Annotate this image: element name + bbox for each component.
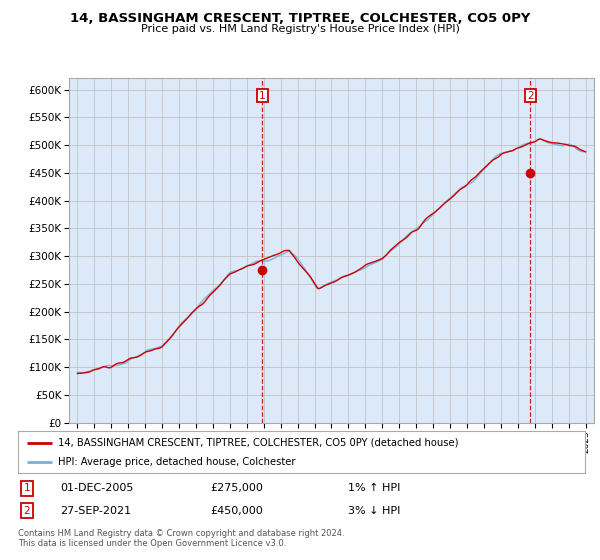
Text: 2: 2 bbox=[527, 91, 534, 101]
Text: 1% ↑ HPI: 1% ↑ HPI bbox=[348, 483, 400, 493]
Text: Contains HM Land Registry data © Crown copyright and database right 2024.
This d: Contains HM Land Registry data © Crown c… bbox=[18, 529, 344, 548]
Text: £275,000: £275,000 bbox=[210, 483, 263, 493]
Text: 01-DEC-2005: 01-DEC-2005 bbox=[60, 483, 133, 493]
Text: 14, BASSINGHAM CRESCENT, TIPTREE, COLCHESTER, CO5 0PY: 14, BASSINGHAM CRESCENT, TIPTREE, COLCHE… bbox=[70, 12, 530, 25]
Text: 1: 1 bbox=[259, 91, 266, 101]
Text: 14, BASSINGHAM CRESCENT, TIPTREE, COLCHESTER, CO5 0PY (detached house): 14, BASSINGHAM CRESCENT, TIPTREE, COLCHE… bbox=[58, 437, 458, 447]
Text: 27-SEP-2021: 27-SEP-2021 bbox=[60, 506, 131, 516]
Text: 2: 2 bbox=[23, 506, 31, 516]
Text: Price paid vs. HM Land Registry's House Price Index (HPI): Price paid vs. HM Land Registry's House … bbox=[140, 24, 460, 34]
Text: 3% ↓ HPI: 3% ↓ HPI bbox=[348, 506, 400, 516]
Text: HPI: Average price, detached house, Colchester: HPI: Average price, detached house, Colc… bbox=[58, 457, 295, 467]
Text: 1: 1 bbox=[23, 483, 31, 493]
Text: £450,000: £450,000 bbox=[210, 506, 263, 516]
